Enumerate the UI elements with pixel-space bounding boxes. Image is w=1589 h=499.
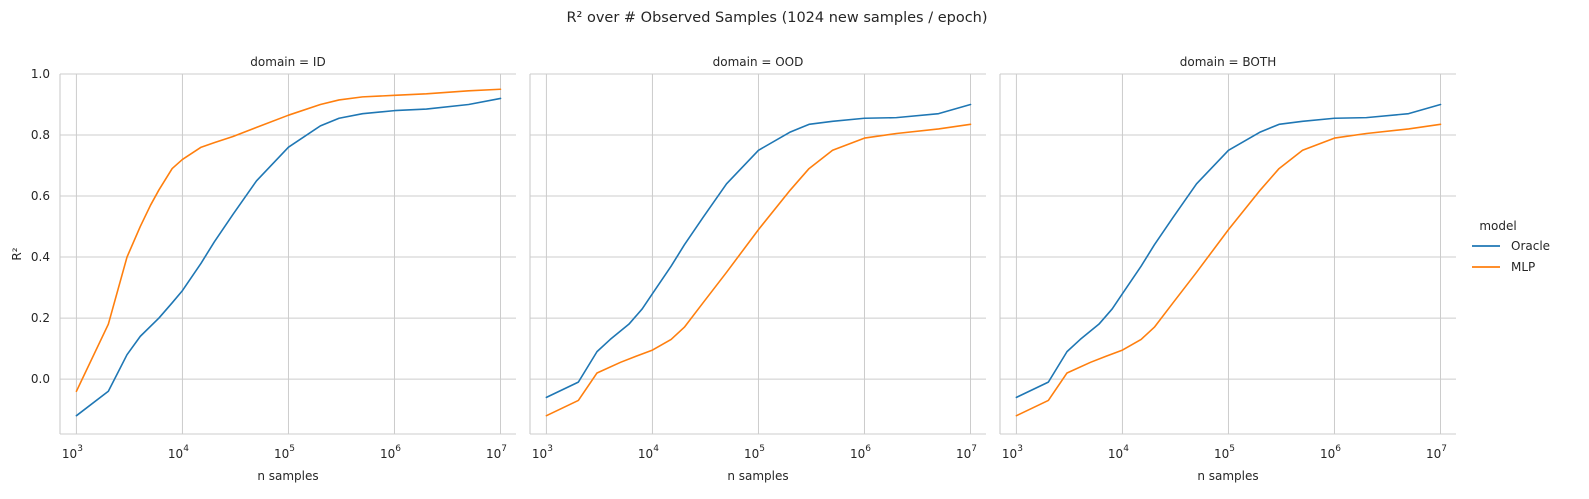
x-tick-label: 104 bbox=[168, 444, 189, 461]
x-tick-base: 10 bbox=[1214, 447, 1229, 461]
x-tick-base: 10 bbox=[532, 447, 547, 461]
x-tick-label: 105 bbox=[1214, 444, 1235, 461]
x-tick-label: 104 bbox=[1108, 444, 1129, 461]
x-tick-exponent: 6 bbox=[865, 444, 871, 454]
x-tick-base: 10 bbox=[380, 447, 395, 461]
series-line-oracle bbox=[545, 103, 972, 399]
x-tick-exponent: 7 bbox=[971, 444, 977, 454]
x-tick-base: 10 bbox=[744, 447, 759, 461]
x-tick-base: 10 bbox=[274, 447, 289, 461]
x-tick-base: 10 bbox=[850, 447, 865, 461]
x-tick-base: 10 bbox=[1108, 447, 1123, 461]
legend-item-mlp: MLP bbox=[1472, 260, 1535, 274]
x-tick-base: 10 bbox=[1426, 447, 1441, 461]
panel-title: domain = OOD bbox=[713, 55, 804, 69]
x-axis-title: n samples bbox=[727, 469, 788, 483]
x-tick-exponent: 4 bbox=[1123, 444, 1129, 454]
y-tick-label: 1.0 bbox=[31, 67, 50, 81]
x-tick-exponent: 7 bbox=[501, 444, 507, 454]
legend: model Oracle MLP bbox=[1472, 219, 1550, 274]
x-axis-title: n samples bbox=[257, 469, 318, 483]
x-tick-label: 103 bbox=[62, 444, 83, 461]
panel-title: domain = BOTH bbox=[1180, 55, 1276, 69]
legend-item-oracle: Oracle bbox=[1472, 239, 1550, 253]
x-axis-title: n samples bbox=[1197, 469, 1258, 483]
y-tick-label: 0.4 bbox=[31, 250, 50, 264]
x-tick-base: 10 bbox=[62, 447, 77, 461]
y-tick-label: 0.2 bbox=[31, 311, 50, 325]
x-tick-base: 10 bbox=[168, 447, 183, 461]
x-tick-label: 105 bbox=[274, 444, 295, 461]
x-tick-exponent: 4 bbox=[183, 444, 189, 454]
figure-title: R² over # Observed Samples (1024 new sam… bbox=[566, 10, 987, 26]
legend-items: Oracle MLP bbox=[1472, 239, 1550, 274]
y-tick-label: 0.8 bbox=[31, 128, 50, 142]
x-tick-label: 106 bbox=[850, 444, 871, 461]
x-tick-exponent: 5 bbox=[289, 444, 295, 454]
x-tick-exponent: 3 bbox=[77, 444, 83, 454]
x-tick-exponent: 5 bbox=[759, 444, 765, 454]
y-tick-label: 0.6 bbox=[31, 189, 50, 203]
x-tick-exponent: 6 bbox=[395, 444, 401, 454]
x-tick-base: 10 bbox=[638, 447, 653, 461]
x-tick-exponent: 5 bbox=[1229, 444, 1235, 454]
x-tick-label: 106 bbox=[380, 444, 401, 461]
series-line-mlp bbox=[75, 88, 502, 393]
x-tick-label: 105 bbox=[744, 444, 765, 461]
x-tick-exponent: 3 bbox=[1017, 444, 1023, 454]
x-tick-exponent: 7 bbox=[1441, 444, 1447, 454]
series-line-oracle bbox=[1015, 103, 1442, 399]
x-tick-label: 107 bbox=[956, 444, 977, 461]
legend-label: MLP bbox=[1511, 260, 1535, 274]
legend-title: model bbox=[1479, 219, 1516, 233]
series-line-mlp bbox=[545, 123, 972, 417]
x-tick-label: 103 bbox=[532, 444, 553, 461]
x-tick-base: 10 bbox=[1320, 447, 1335, 461]
x-tick-label: 107 bbox=[486, 444, 507, 461]
y-axis-title: R² bbox=[10, 247, 24, 260]
y-tick-label: 0.0 bbox=[31, 372, 50, 386]
x-tick-exponent: 6 bbox=[1335, 444, 1341, 454]
legend-label: Oracle bbox=[1511, 239, 1550, 253]
x-tick-base: 10 bbox=[956, 447, 971, 461]
x-tick-base: 10 bbox=[486, 447, 501, 461]
series-line-mlp bbox=[1015, 123, 1442, 417]
x-tick-label: 107 bbox=[1426, 444, 1447, 461]
x-tick-label: 106 bbox=[1320, 444, 1341, 461]
series-line-oracle bbox=[75, 97, 502, 417]
x-tick-label: 103 bbox=[1002, 444, 1023, 461]
x-tick-exponent: 4 bbox=[653, 444, 659, 454]
x-tick-base: 10 bbox=[1002, 447, 1017, 461]
x-tick-label: 104 bbox=[638, 444, 659, 461]
x-tick-exponent: 3 bbox=[547, 444, 553, 454]
panel-title: domain = ID bbox=[250, 55, 325, 69]
